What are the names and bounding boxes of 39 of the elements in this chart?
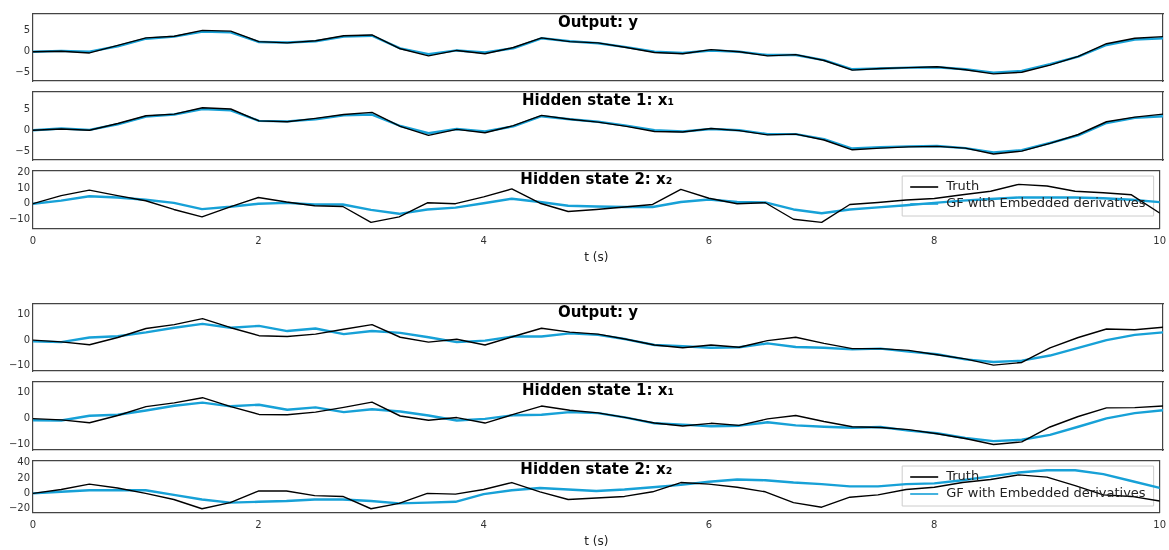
x-tick-label: 8 [931, 235, 938, 247]
y-tick-label: −10 [8, 359, 30, 371]
y-tick-label: −5 [15, 66, 30, 78]
y-tick-label: 0 [23, 197, 30, 209]
x-tick-label: 6 [705, 235, 713, 247]
x-tick-label: 2 [255, 235, 262, 247]
y-tick-label: −10 [8, 212, 30, 224]
y-tick-label: −20 [8, 502, 30, 514]
x-tick-label: 2 [255, 519, 262, 531]
chart-title: Output: y [557, 13, 639, 32]
chart-title: Hidden state 2: x₂ [520, 460, 673, 479]
y-tick-label: −5 [15, 145, 30, 157]
y-tick-label: 0 [23, 45, 30, 57]
y-tick-label: 0 [23, 412, 30, 424]
y-tick-label: 10 [17, 181, 30, 193]
x-axis-title: t (s) [584, 249, 609, 264]
y-tick-label: 40 [17, 456, 30, 468]
y-tick-label: 5 [23, 24, 30, 36]
y-tick-label: 20 [17, 471, 30, 483]
x-tick-label: 4 [480, 235, 487, 247]
y-tick-label: 5 [23, 102, 30, 114]
chart-title: Hidden state 2: x₂ [520, 170, 673, 189]
x-tick-label: 10 [1153, 235, 1166, 247]
x-axis-title: t (s) [584, 533, 609, 548]
chart-title: Hidden state 1: x₁ [522, 381, 674, 400]
legend-label: Truth [945, 178, 980, 194]
x-tick-label: 6 [705, 519, 713, 531]
chart-title: Hidden state 1: x₁ [522, 91, 674, 110]
x-tick-label: 4 [480, 519, 487, 531]
y-tick-label: 10 [17, 307, 30, 319]
x-tick-label: 10 [1153, 519, 1166, 531]
y-tick-label: 10 [17, 386, 30, 398]
y-tick-label: −10 [8, 438, 30, 450]
y-tick-label: 20 [17, 166, 30, 178]
y-tick-label: 0 [23, 123, 30, 135]
chart-title: Output: y [557, 303, 639, 322]
y-tick-label: 0 [23, 486, 30, 498]
x-tick-label: 8 [931, 519, 938, 531]
y-tick-label: 0 [23, 333, 30, 345]
